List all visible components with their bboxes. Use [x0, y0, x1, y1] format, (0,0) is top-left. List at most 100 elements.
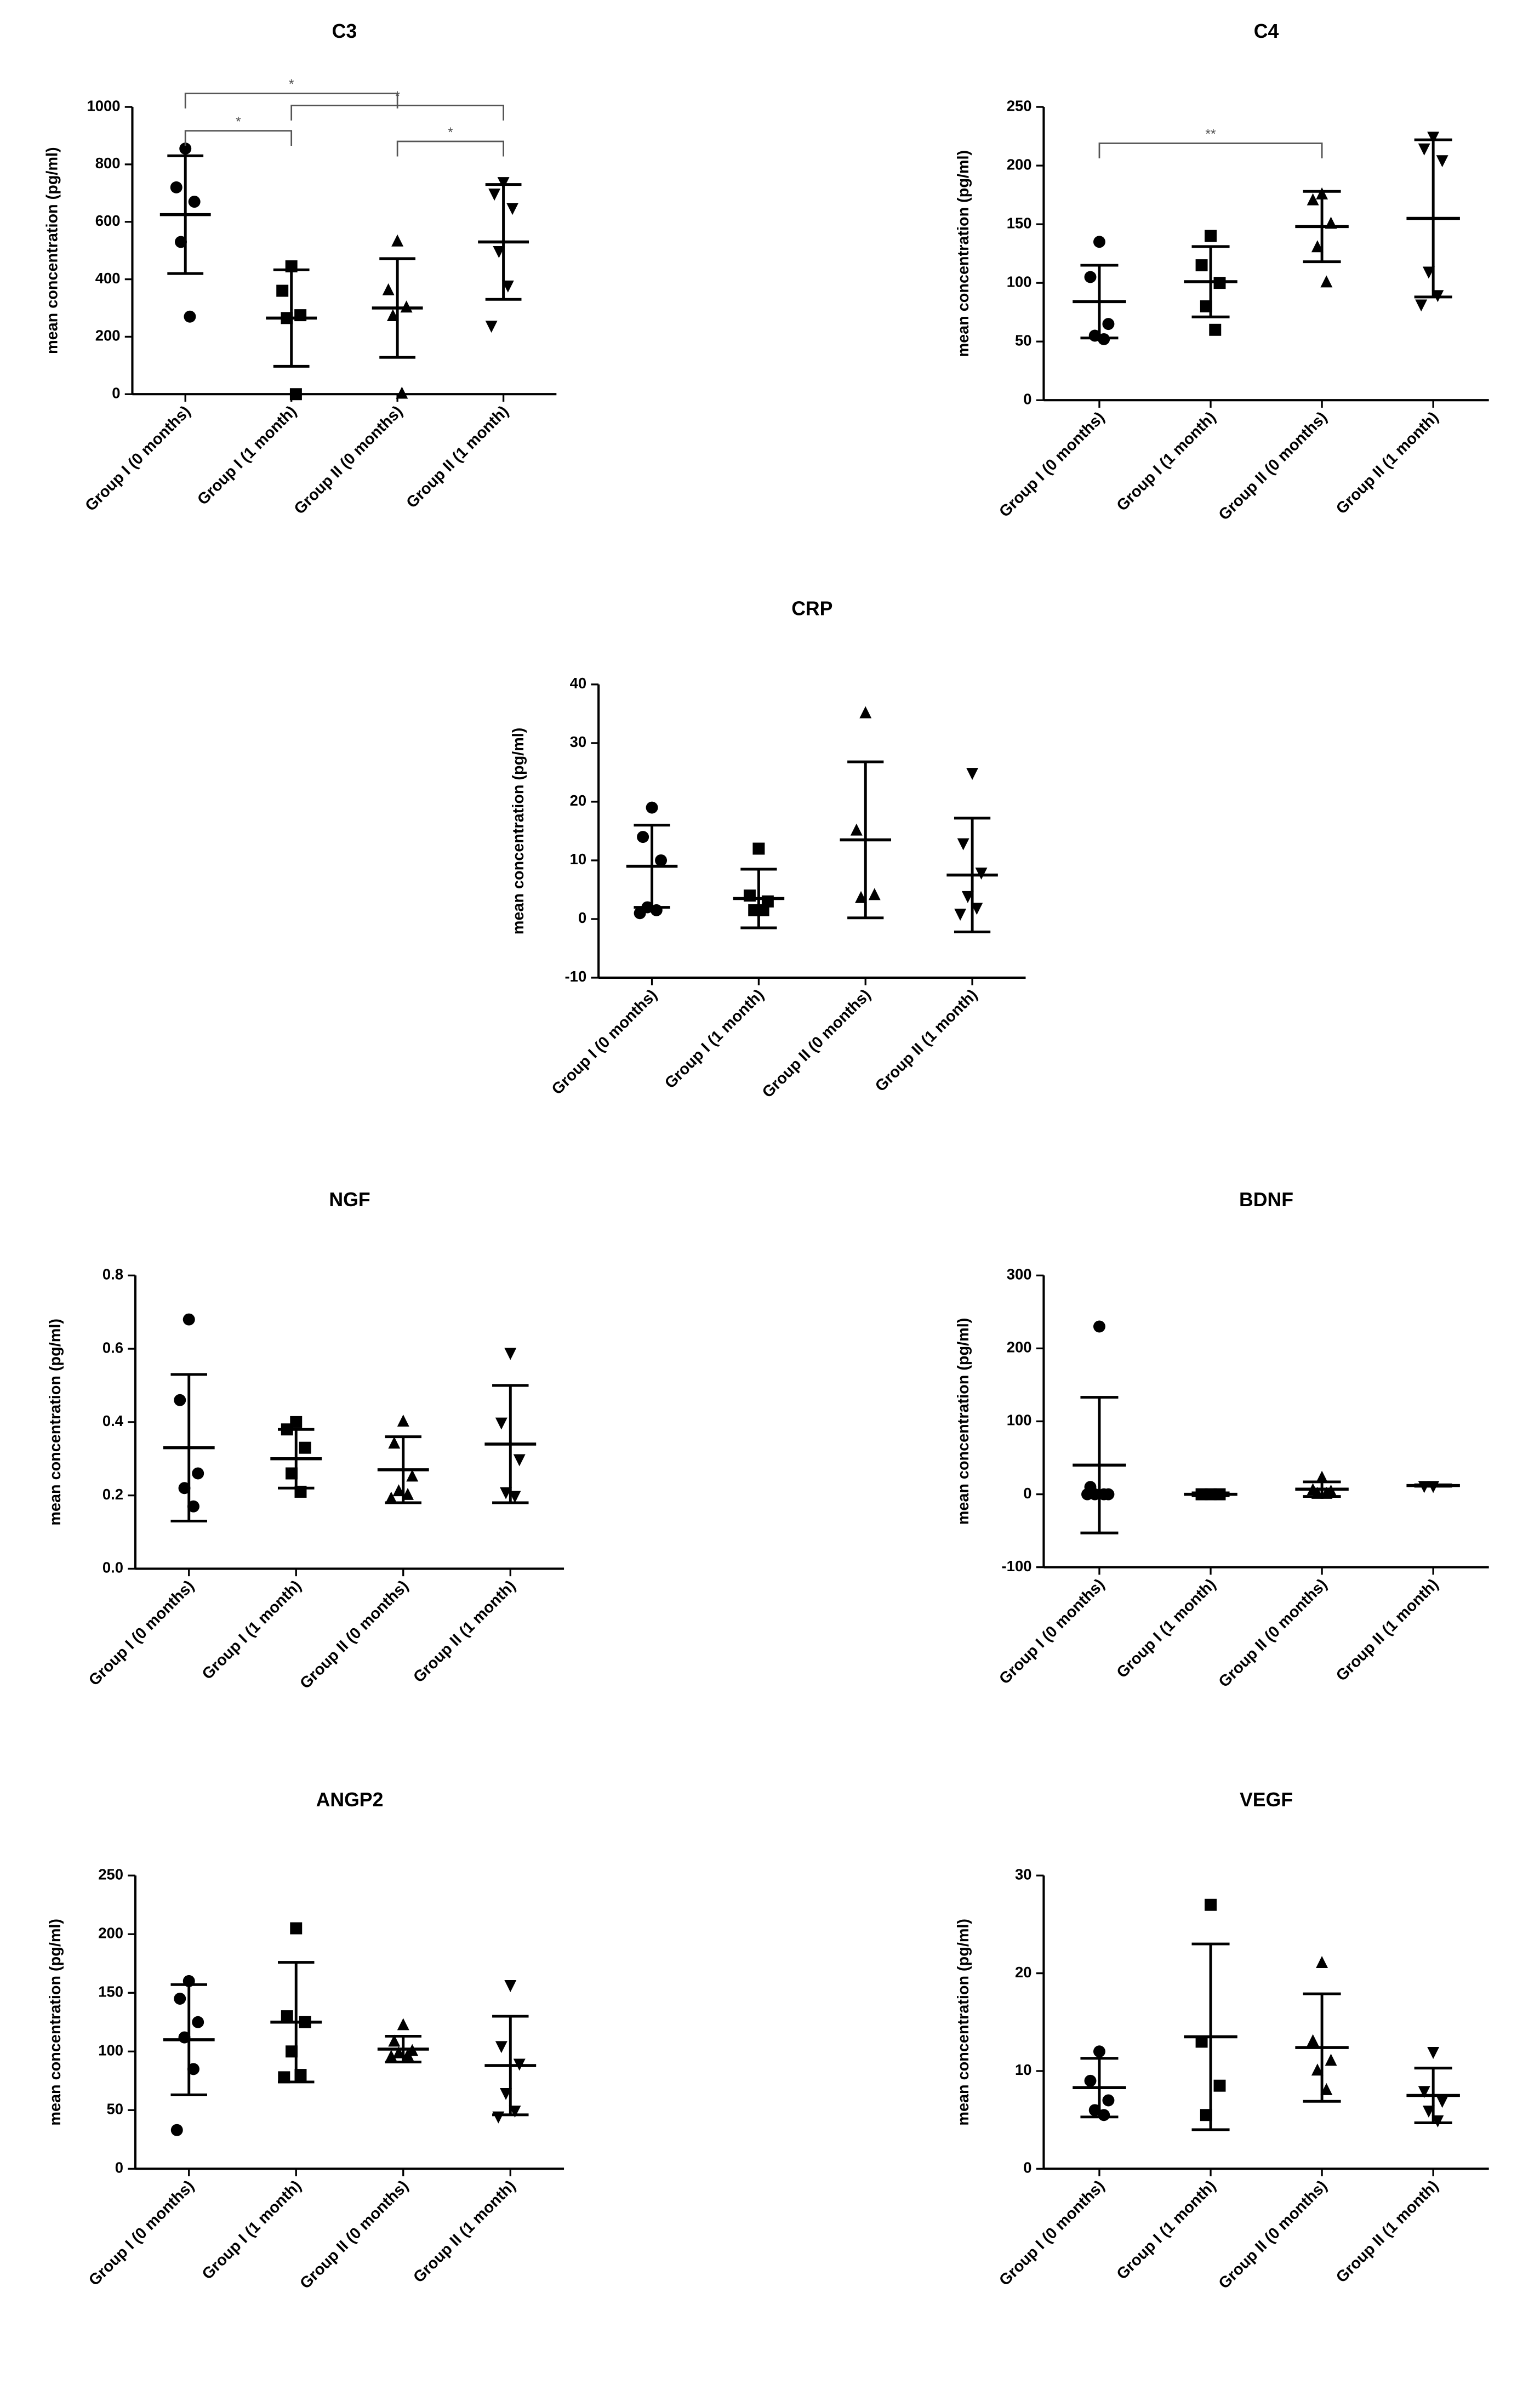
y-tick-label: 0.2	[102, 1486, 123, 1503]
error-bar	[385, 2034, 422, 2064]
significance-label: *	[448, 126, 453, 140]
x-tick-label: Group I (1 month)	[661, 986, 767, 1092]
significance-bracket	[184, 93, 398, 109]
significance-bracket	[184, 130, 293, 146]
data-point	[1213, 2079, 1226, 2092]
error-bar	[1191, 1491, 1230, 1497]
error-bar	[1414, 2067, 1452, 2124]
data-point	[1093, 2045, 1105, 2058]
data-point	[1431, 2115, 1444, 2127]
error-bar	[1303, 1480, 1341, 1498]
error-bar	[379, 257, 416, 359]
x-tick-label: Group I (1 month)	[1114, 1576, 1219, 1681]
y-tick-label: 0	[115, 2159, 123, 2176]
data-point	[504, 1980, 517, 1993]
data-point	[402, 2049, 414, 2061]
x-tick-label: Group II (1 month)	[410, 2177, 519, 2286]
y-axis-label: mean concentration (pg/ml)	[43, 147, 61, 354]
y-tick-label: 200	[1007, 156, 1032, 173]
y-tick-label: 300	[1007, 1266, 1032, 1283]
data-point	[1316, 1956, 1328, 1968]
significance-bracket	[290, 105, 504, 121]
y-tick-label: -10	[565, 968, 587, 985]
error-bar	[1191, 245, 1230, 318]
data-point	[500, 1487, 512, 1499]
data-point	[276, 284, 289, 297]
data-point	[1311, 240, 1324, 253]
error-bar	[634, 824, 670, 909]
y-tick-label: 1000	[87, 97, 120, 114]
data-point	[1195, 2035, 1208, 2048]
significance-label: *	[236, 115, 241, 129]
y-tick-label: 600	[95, 212, 121, 229]
y-tick-label: 0	[1023, 1485, 1031, 1502]
chart-title: NGF	[329, 1189, 370, 1211]
y-tick-label: 250	[1007, 97, 1032, 114]
error-bar	[492, 1384, 529, 1504]
data-point	[966, 768, 979, 780]
y-tick-label: 0	[578, 909, 586, 926]
data-point	[506, 203, 519, 215]
y-tick-label: 400	[95, 270, 121, 287]
data-point	[289, 388, 302, 401]
error-bar	[278, 1961, 315, 2084]
data-point	[174, 1394, 186, 1406]
error-bar	[1080, 2057, 1119, 2119]
y-tick-label: 250	[98, 1866, 123, 1883]
chart-panel: BDNF mean concentration (pg/ml) -100 0 100 20…	[955, 1189, 1489, 1691]
chart-title: C3	[332, 20, 357, 42]
data-point	[1102, 318, 1115, 330]
y-tick-label: 200	[95, 327, 121, 344]
data-point	[179, 142, 192, 155]
data-point	[388, 2034, 401, 2047]
data-point	[655, 854, 668, 866]
data-point	[182, 1313, 195, 1326]
data-point	[1200, 2109, 1212, 2121]
error-bar	[1303, 1992, 1341, 2103]
data-point	[488, 189, 501, 201]
y-tick-label: 20	[570, 792, 587, 809]
significance-label: **	[1205, 127, 1216, 142]
y-tick-label: 30	[1015, 1866, 1032, 1883]
data-point	[1088, 2104, 1101, 2117]
data-point	[1418, 143, 1430, 156]
data-point	[500, 2087, 512, 2100]
data-point	[294, 2069, 307, 2081]
data-point	[278, 2071, 290, 2084]
data-point	[1084, 271, 1097, 283]
significance-label: *	[289, 77, 294, 92]
x-tick-label: Group II (0 months)	[291, 402, 406, 517]
x-tick-label: Group I (1 month)	[1114, 408, 1219, 514]
chart-title: ANGP2	[316, 1789, 384, 1811]
x-tick-label: Group II (0 months)	[1216, 1576, 1331, 1691]
chart-title: C4	[1254, 20, 1279, 42]
y-axis-label: mean concentration (pg/ml)	[955, 1919, 972, 2126]
data-point	[397, 1414, 409, 1427]
error-bar	[1303, 190, 1341, 264]
data-point	[971, 903, 983, 915]
significance-bracket	[396, 140, 504, 157]
data-point	[1427, 2047, 1440, 2060]
data-point	[1436, 2096, 1448, 2108]
data-point	[1311, 2063, 1324, 2076]
data-point	[388, 1436, 401, 1449]
x-tick-label: Group II (1 month)	[410, 1577, 519, 1686]
data-point	[192, 2016, 204, 2028]
data-point	[1307, 2034, 1319, 2046]
data-point	[406, 1469, 419, 1482]
y-tick-label: 0.6	[102, 1339, 123, 1356]
x-tick-label: Group II (1 month)	[1333, 1576, 1442, 1685]
data-point	[497, 177, 510, 190]
x-tick-label: Group II (1 month)	[872, 986, 981, 1095]
y-tick-label: 150	[98, 1983, 123, 2000]
y-tick-label: 10	[570, 851, 587, 868]
data-point	[1427, 132, 1440, 144]
data-point	[859, 706, 872, 718]
data-point	[286, 2045, 298, 2058]
significance-label: *	[395, 89, 400, 104]
data-point	[492, 2111, 505, 2124]
data-point	[646, 801, 658, 814]
data-point	[187, 2063, 199, 2075]
data-point	[1081, 1488, 1093, 1501]
